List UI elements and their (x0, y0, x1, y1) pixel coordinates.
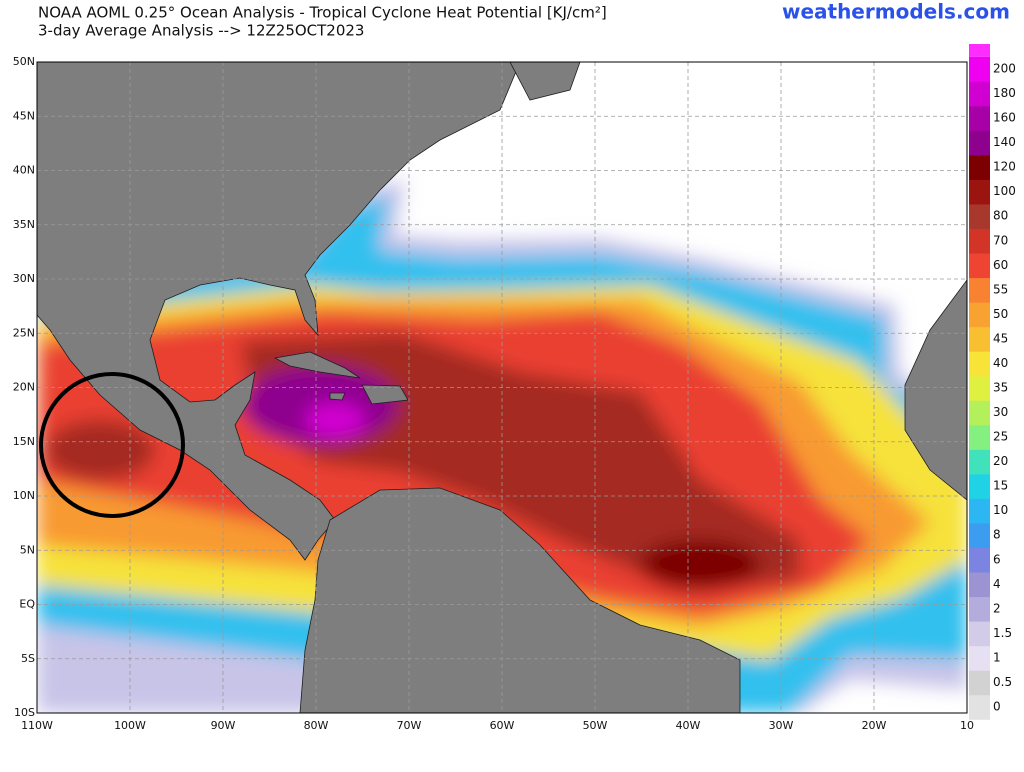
colorbar-segment (969, 670, 990, 696)
highlight-circle (39, 372, 185, 518)
lat-label: 35N (13, 218, 35, 231)
lon-label: 90W (211, 719, 236, 732)
lat-label: 40N (13, 164, 35, 177)
colorbar-segment (969, 81, 990, 107)
colorbar-segment (969, 645, 990, 671)
lat-label: 25N (13, 326, 35, 339)
colorbar-segment (969, 154, 990, 180)
map-frame (36, 61, 968, 714)
colorbar-segment (969, 572, 990, 598)
graticule (37, 62, 967, 713)
colorbar-segment (969, 449, 990, 475)
lon-label: 50W (583, 719, 608, 732)
colorbar-segment (969, 253, 990, 279)
lon-label: 10 (960, 719, 974, 732)
colorbar: 0 0.5 1 1.5 2 4 6 8 10 15 20 25 30 35 40 45 50 55 60 70 80 10… (969, 44, 1016, 720)
lon-label: 100W (114, 719, 146, 732)
colorbar-over (969, 44, 990, 57)
lon-label: 40W (676, 719, 701, 732)
lat-label: 50N (13, 55, 35, 68)
colorbar-segment (969, 228, 990, 254)
colorbar-label: 80 (993, 209, 1008, 223)
colorbar-label: 55 (993, 282, 1008, 296)
colorbar-segment (969, 105, 990, 131)
colorbar-label: 70 (993, 233, 1008, 247)
lat-label: 10S (14, 706, 35, 719)
colorbar-segment (969, 473, 990, 499)
lat-label: 5N (20, 543, 35, 556)
colorbar-label: 4 (993, 577, 1001, 591)
colorbar-label: 10 (993, 503, 1008, 517)
lat-label: 5S (21, 652, 35, 665)
colorbar-segment (969, 203, 990, 229)
lat-label: 15N (13, 435, 35, 448)
colorbar-segment (969, 596, 990, 622)
land (37, 62, 967, 713)
map (37, 62, 967, 713)
colorbar-label: 25 (993, 430, 1008, 444)
colorbar-label: 0 (993, 700, 1001, 714)
axes: 50N 45N 40N 35N 30N 25N 20N 15N 10N 5N EQ 5S 10S110W… (13, 55, 974, 732)
colorbar-segment (969, 621, 990, 647)
colorbar-label: 60 (993, 258, 1008, 272)
colorbar-segment (969, 326, 990, 352)
colorbar-label: 20 (993, 454, 1008, 468)
lon-label: 80W (304, 719, 329, 732)
colorbar-label: 35 (993, 381, 1008, 395)
lat-label: EQ (19, 598, 35, 611)
colorbar-segment (969, 277, 990, 303)
watermark: weathermodels.com (782, 0, 1010, 24)
colorbar-label: 45 (993, 331, 1008, 345)
lat-label: 45N (13, 109, 35, 122)
colorbar-label: 50 (993, 307, 1008, 321)
colorbar-segment (969, 547, 990, 573)
lat-label: 20N (13, 381, 35, 394)
colorbar-segment (969, 130, 990, 156)
lat-label: 10N (13, 489, 35, 502)
colorbar-label: 140 (993, 135, 1016, 149)
colorbar-label: 200 (993, 62, 1016, 76)
lon-label: 30W (769, 719, 794, 732)
colorbar-label: 2 (993, 601, 1001, 615)
colorbar-segment (969, 522, 990, 548)
colorbar-segment (969, 302, 990, 328)
colorbar-segment (969, 56, 990, 82)
colorbar-label: 6 (993, 552, 1001, 566)
colorbar-label: 160 (993, 111, 1016, 125)
colorbar-label: 100 (993, 184, 1016, 198)
colorbar-segment (969, 179, 990, 205)
colorbar-segment (969, 351, 990, 377)
colorbar-segment (969, 375, 990, 401)
colorbar-segment (969, 498, 990, 524)
subtitle: 3-day Average Analysis --> 12Z25OCT2023 (38, 22, 364, 40)
lon-label: 70W (397, 719, 422, 732)
title: NOAA AOML 0.25° Ocean Analysis - Tropica… (38, 4, 607, 22)
lon-label: 20W (862, 719, 887, 732)
colorbar-label: 40 (993, 356, 1008, 370)
colorbar-label: 120 (993, 160, 1016, 174)
colorbar-label: 0.5 (993, 675, 1012, 689)
colorbar-segment (969, 424, 990, 450)
colorbar-label: 180 (993, 86, 1016, 100)
colorbar-label: 15 (993, 479, 1008, 493)
colorbar-label: 1.5 (993, 626, 1012, 640)
colorbar-label: 30 (993, 405, 1008, 419)
colorbar-segment (969, 694, 990, 720)
lon-label: 60W (490, 719, 515, 732)
colorbar-segment (969, 400, 990, 426)
lat-label: 30N (13, 272, 35, 285)
colorbar-label: 8 (993, 528, 1001, 542)
lon-label: 110W (21, 719, 53, 732)
colorbar-label: 1 (993, 650, 1001, 664)
